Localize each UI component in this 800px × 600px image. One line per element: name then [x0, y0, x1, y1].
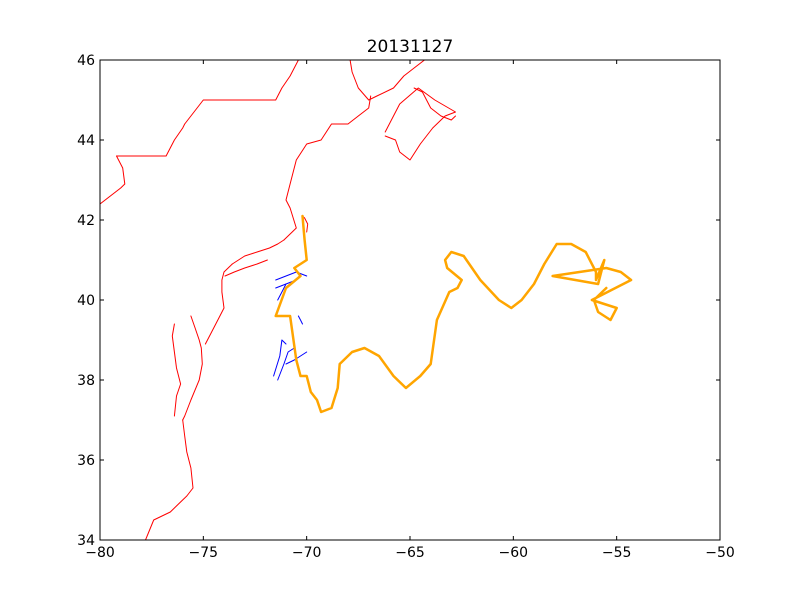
x-tick-label: −70 [292, 545, 322, 561]
series-2-line-0 [274, 214, 633, 414]
y-tick-label: 46 [77, 53, 95, 69]
series-1-line-0 [275, 271, 308, 281]
series-0-line-3 [384, 87, 456, 161]
series-0-line-9 [182, 315, 203, 421]
plot-frame [99, 59, 721, 541]
x-tick-label: −55 [602, 545, 632, 561]
x-tick-label: −60 [499, 545, 529, 561]
series-0-line-4 [283, 95, 372, 241]
tick-layer: −80 −75 −70 −65 −60 −55 −50 34 36 38 40 42 44 46 [77, 53, 735, 561]
series-0-line-6 [231, 239, 285, 265]
y-tick-label: 40 [77, 293, 95, 309]
series-0-line-10 [171, 323, 182, 417]
series-0-line-0 [100, 60, 299, 205]
x-tick-label: −50 [705, 545, 735, 561]
series-1-line-4 [273, 339, 287, 377]
chart-title: 20131127 [367, 37, 454, 57]
y-tick-label: 34 [77, 533, 95, 549]
series-0-line-1 [349, 60, 425, 101]
series-1-line-5 [277, 347, 295, 381]
x-tick-label: −75 [189, 545, 219, 561]
series-0-line-7 [224, 259, 268, 277]
y-tick-label: 42 [77, 213, 95, 229]
series-0-line-11 [145, 419, 194, 540]
series-0-line-8 [204, 263, 233, 345]
series-1-line-6 [285, 351, 308, 365]
y-tick-label: 38 [77, 373, 95, 389]
series-1-line-2 [277, 283, 287, 301]
y-tick-label: 44 [77, 133, 95, 149]
series-layer [100, 60, 633, 540]
series-1-line-3 [297, 315, 303, 325]
x-tick-label: −65 [395, 545, 425, 561]
x-tick-label: −80 [85, 545, 115, 561]
y-tick-label: 36 [77, 453, 95, 469]
series-0-line-2 [413, 87, 456, 121]
